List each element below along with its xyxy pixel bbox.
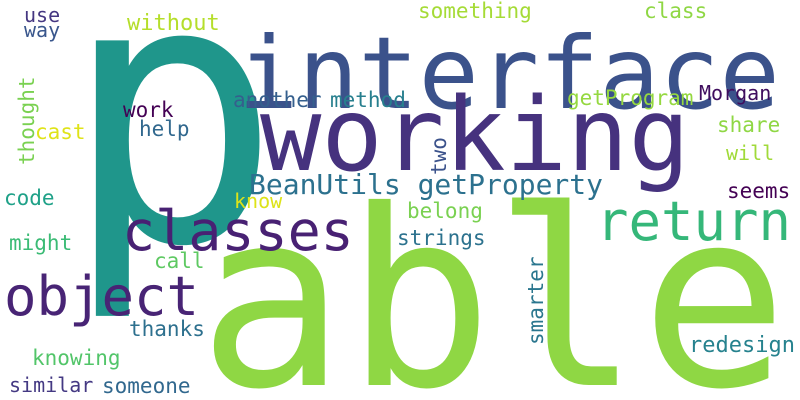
word: help [139,117,190,141]
word: seems [727,179,790,203]
word: able [198,158,788,400]
word: call [154,249,205,273]
word: method [330,88,406,112]
word: code [4,186,55,210]
word: share [717,113,780,137]
word: interface [238,15,780,132]
word: way [24,18,60,42]
word: object [4,265,199,328]
word: redesign [689,333,795,358]
word: someone [102,374,191,398]
word: belong [407,199,483,223]
word: return [596,190,791,253]
word: cast [35,120,86,144]
word: two [427,137,451,175]
word: might [9,231,72,255]
word: something [418,0,532,23]
word: classes [122,199,354,263]
word: will [726,141,774,165]
word: thought [15,76,39,165]
word: Morgan [699,81,771,105]
word: without [127,11,220,36]
word: use [24,3,60,27]
word: know [234,189,283,213]
word: working [260,76,690,195]
word: work [123,98,174,122]
word: BeanUtils getProperty [249,168,603,201]
word: another [233,88,322,112]
word: getProgram [567,86,693,110]
word: thanks [129,317,205,341]
word: class [644,0,707,23]
word: p [62,0,282,327]
word: similar [9,373,93,397]
word: smarter [524,256,548,345]
word: knowing [32,346,121,370]
word: strings [397,226,486,250]
